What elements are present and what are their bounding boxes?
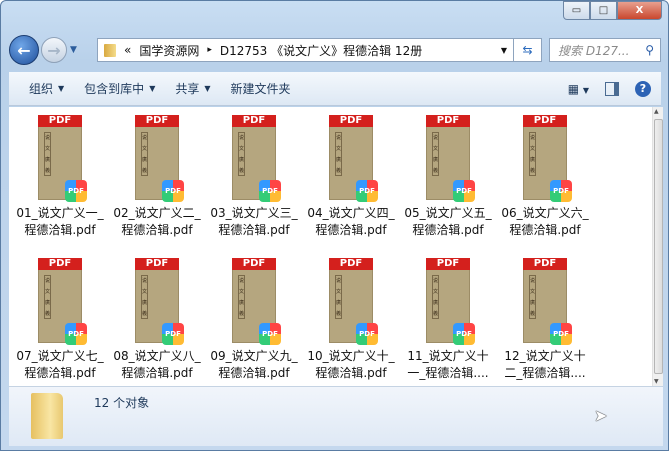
pdf-file-icon: 说文廣義 PDF PDF: [426, 115, 475, 202]
address-bar[interactable]: « 国学资源网 ▸ D12753 《说文广义》程德洽辑 12册 ▼: [97, 38, 514, 62]
command-bar: 组织 ▼ 包含到库中 ▼ 共享 ▼ 新建文件夹 ▦ ▼ ?: [9, 72, 661, 106]
back-button[interactable]: ←: [9, 35, 39, 65]
pdf-file-icon: 说文廣義 PDF PDF: [232, 115, 281, 202]
minimize-button[interactable]: ▭: [563, 1, 590, 20]
pdf-header: PDF: [135, 258, 179, 270]
file-item[interactable]: 说文廣義 PDF PDF 02_说文广义二_ 程德洽辑.pdf: [109, 115, 205, 239]
file-name: 04_说文广义四_ 程德洽辑.pdf: [307, 206, 395, 237]
pdf-badge-icon: PDF: [162, 323, 184, 345]
pdf-header: PDF: [38, 258, 82, 270]
pdf-header: PDF: [426, 258, 470, 270]
folder-icon: [104, 43, 116, 57]
search-input[interactable]: 搜索 D127... ⚲: [549, 38, 661, 62]
breadcrumb-item[interactable]: D12753 《说文广义》程德洽辑 12册: [219, 43, 423, 58]
breadcrumb-overflow[interactable]: «: [124, 43, 132, 57]
new-folder-button[interactable]: 新建文件夹: [230, 82, 291, 96]
file-item[interactable]: 说文廣義 PDF PDF 10_说文广义十_ 程德洽辑.pdf: [303, 258, 399, 382]
pdf-badge-icon: PDF: [550, 180, 572, 202]
scrollbar-thumb[interactable]: [654, 119, 663, 374]
file-name: 01_说文广义一_ 程德洽辑.pdf: [16, 206, 104, 237]
file-item[interactable]: 说文廣義 PDF PDF 01_说文广义一_ 程德洽辑.pdf: [12, 115, 108, 239]
pdf-header: PDF: [135, 115, 179, 127]
file-name: 02_说文广义二_ 程德洽辑.pdf: [113, 206, 201, 237]
pdf-badge-icon: PDF: [356, 323, 378, 345]
pdf-file-icon: 说文廣義 PDF PDF: [329, 258, 378, 345]
file-name: 03_说文广义三_ 程德洽辑.pdf: [210, 206, 298, 237]
file-name: 09_说文广义九_ 程德洽辑.pdf: [210, 349, 298, 380]
vertical-scrollbar[interactable]: ▲ ▼: [652, 107, 663, 386]
organize-button[interactable]: 组织 ▼: [29, 82, 65, 96]
close-button[interactable]: X: [617, 1, 662, 20]
recent-pages-dropdown[interactable]: ▼: [70, 45, 77, 55]
file-item[interactable]: 说文廣義 PDF PDF 06_说文广义六_ 程德洽辑.pdf: [497, 115, 593, 239]
pdf-badge-icon: PDF: [453, 180, 475, 202]
file-name: 05_说文广义五_ 程德洽辑.pdf: [404, 206, 492, 237]
file-name: 12_说文广义十 二_程德洽辑....: [504, 349, 586, 380]
chevron-down-icon: ▼: [149, 84, 156, 93]
pdf-file-icon: 说文廣義 PDF PDF: [523, 115, 572, 202]
file-item[interactable]: 说文廣義 PDF PDF 07_说文广义七_ 程德洽辑.pdf: [12, 258, 108, 382]
file-name: 11_说文广义十 一_程德洽辑....: [407, 349, 489, 380]
breadcrumb-separator[interactable]: ▸: [207, 45, 212, 55]
pdf-header: PDF: [426, 115, 470, 127]
pdf-file-icon: 说文廣義 PDF PDF: [523, 258, 572, 345]
view-options-icon[interactable]: ▦ ▼: [567, 81, 589, 96]
pdf-badge-icon: PDF: [65, 180, 87, 202]
pdf-header: PDF: [232, 115, 276, 127]
pdf-file-icon: 说文廣義 PDF PDF: [135, 258, 184, 345]
pdf-badge-icon: PDF: [356, 180, 378, 202]
refresh-button[interactable]: ⇆: [514, 38, 542, 62]
maximize-button[interactable]: □: [590, 1, 617, 20]
pdf-badge-icon: PDF: [453, 323, 475, 345]
pdf-badge-icon: PDF: [259, 180, 281, 202]
pdf-badge-icon: PDF: [162, 180, 184, 202]
file-item[interactable]: 说文廣義 PDF PDF 04_说文广义四_ 程德洽辑.pdf: [303, 115, 399, 239]
chevron-down-icon: ▼: [58, 84, 65, 93]
pdf-file-icon: 说文廣義 PDF PDF: [135, 115, 184, 202]
pdf-file-icon: 说文廣義 PDF PDF: [38, 258, 87, 345]
file-name: 07_说文广义七_ 程德洽辑.pdf: [16, 349, 104, 380]
pdf-file-icon: 说文廣義 PDF PDF: [232, 258, 281, 345]
pdf-file-icon: 说文廣義 PDF PDF: [426, 258, 475, 345]
file-item[interactable]: 说文廣義 PDF PDF 05_说文广义五_ 程德洽辑.pdf: [400, 115, 496, 239]
include-in-library-button[interactable]: 包含到库中 ▼: [84, 82, 156, 96]
scroll-down-icon[interactable]: ▼: [654, 378, 659, 385]
file-item[interactable]: 说文廣義 PDF PDF 12_说文广义十 二_程德洽辑....: [497, 258, 593, 382]
pdf-header: PDF: [232, 258, 276, 270]
folder-icon: [31, 393, 63, 439]
mouse-cursor-icon: ➤: [594, 406, 608, 425]
file-item[interactable]: 说文廣義 PDF PDF 08_说文广义八_ 程德洽辑.pdf: [109, 258, 205, 382]
book-cover: 说文廣義: [38, 125, 82, 200]
pdf-badge-icon: PDF: [259, 323, 281, 345]
pdf-header: PDF: [523, 115, 567, 127]
share-button[interactable]: 共享 ▼: [175, 82, 211, 96]
scroll-up-icon[interactable]: ▲: [654, 108, 659, 115]
help-icon[interactable]: ?: [635, 80, 651, 97]
chevron-down-icon: ▼: [204, 84, 211, 93]
pdf-badge-icon: PDF: [65, 323, 87, 345]
pdf-file-icon: 说文廣義 PDF PDF: [38, 115, 87, 202]
pdf-header: PDF: [523, 258, 567, 270]
file-list: 说文廣義 PDF PDF 01_说文广义一_ 程德洽辑.pdf 说文廣義 PDF…: [9, 107, 652, 386]
forward-button[interactable]: →: [41, 37, 67, 63]
address-dropdown-icon[interactable]: ▼: [500, 45, 507, 55]
file-item[interactable]: 说文廣義 PDF PDF 09_说文广义九_ 程德洽辑.pdf: [206, 258, 302, 382]
file-item[interactable]: 说文廣義 PDF PDF 11_说文广义十 一_程德洽辑....: [400, 258, 496, 382]
file-name: 10_说文广义十_ 程德洽辑.pdf: [307, 349, 395, 380]
preview-pane-icon[interactable]: [605, 81, 619, 96]
search-icon: ⚲: [645, 43, 654, 57]
pdf-header: PDF: [329, 115, 373, 127]
breadcrumb-item[interactable]: 国学资源网: [139, 43, 200, 58]
pdf-header: PDF: [329, 258, 373, 270]
file-item[interactable]: 说文廣義 PDF PDF 03_说文广义三_ 程德洽辑.pdf: [206, 115, 302, 239]
pdf-badge-icon: PDF: [550, 323, 572, 345]
file-name: 06_说文广义六_ 程德洽辑.pdf: [501, 206, 589, 237]
details-pane: 12 个对象: [9, 386, 663, 446]
file-name: 08_说文广义八_ 程德洽辑.pdf: [113, 349, 201, 380]
pdf-file-icon: 说文廣義 PDF PDF: [329, 115, 378, 202]
pdf-header: PDF: [38, 115, 82, 127]
item-count: 12 个对象: [94, 396, 150, 410]
